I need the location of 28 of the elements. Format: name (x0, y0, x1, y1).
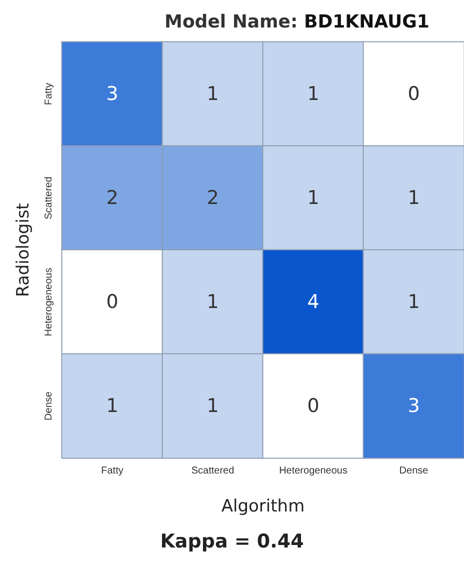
data-label: 0 (106, 291, 118, 313)
x-tick-label: Fatty (101, 466, 124, 476)
data-label: 1 (408, 291, 420, 313)
y-axis-title: Radiologist (14, 202, 34, 297)
y-tick-label: Heterogeneous (44, 268, 54, 336)
x-axis-title: Algorithm (221, 496, 305, 516)
chart-title: Model Name: BD1KNAUG1 (164, 12, 430, 32)
text: Kappa = 0.44 (160, 530, 304, 552)
data-label: 1 (206, 395, 219, 417)
data-label: 1 (307, 83, 320, 105)
y-tick-label: Scattered (44, 176, 54, 220)
data-label: 1 (206, 291, 219, 313)
x-tick-label: Heterogeneous (279, 466, 348, 476)
x-tick-label: Dense (399, 466, 429, 476)
data-label: 0 (307, 395, 320, 417)
data-label: 1 (408, 187, 420, 209)
data-label: 1 (307, 187, 320, 209)
data-label: 4 (307, 291, 320, 313)
data-label: 3 (106, 83, 118, 105)
data-label: 1 (106, 395, 118, 417)
y-tick-label: Fatty (44, 82, 54, 106)
y-tick-label: Dense (44, 391, 54, 420)
data-label: 3 (408, 395, 420, 417)
data-label: 0 (408, 83, 420, 105)
data-label: 1 (206, 83, 219, 105)
x-tick-label: Scattered (191, 466, 234, 476)
data-label: 2 (206, 187, 219, 209)
data-label: 2 (106, 187, 118, 209)
